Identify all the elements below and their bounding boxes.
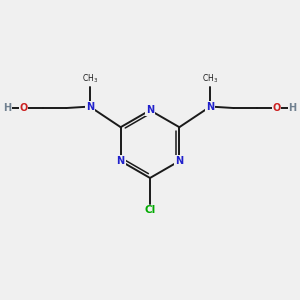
- Text: Cl: Cl: [144, 206, 156, 215]
- Text: H: H: [3, 103, 11, 113]
- Text: N: N: [117, 156, 125, 166]
- Text: H: H: [289, 103, 297, 113]
- Text: O: O: [272, 103, 281, 113]
- Text: N: N: [206, 102, 214, 112]
- Text: N: N: [86, 102, 94, 112]
- Text: CH$_3$: CH$_3$: [82, 73, 98, 85]
- Text: O: O: [20, 103, 28, 113]
- Text: N: N: [146, 105, 154, 115]
- Text: N: N: [175, 156, 183, 166]
- Text: CH$_3$: CH$_3$: [202, 73, 218, 85]
